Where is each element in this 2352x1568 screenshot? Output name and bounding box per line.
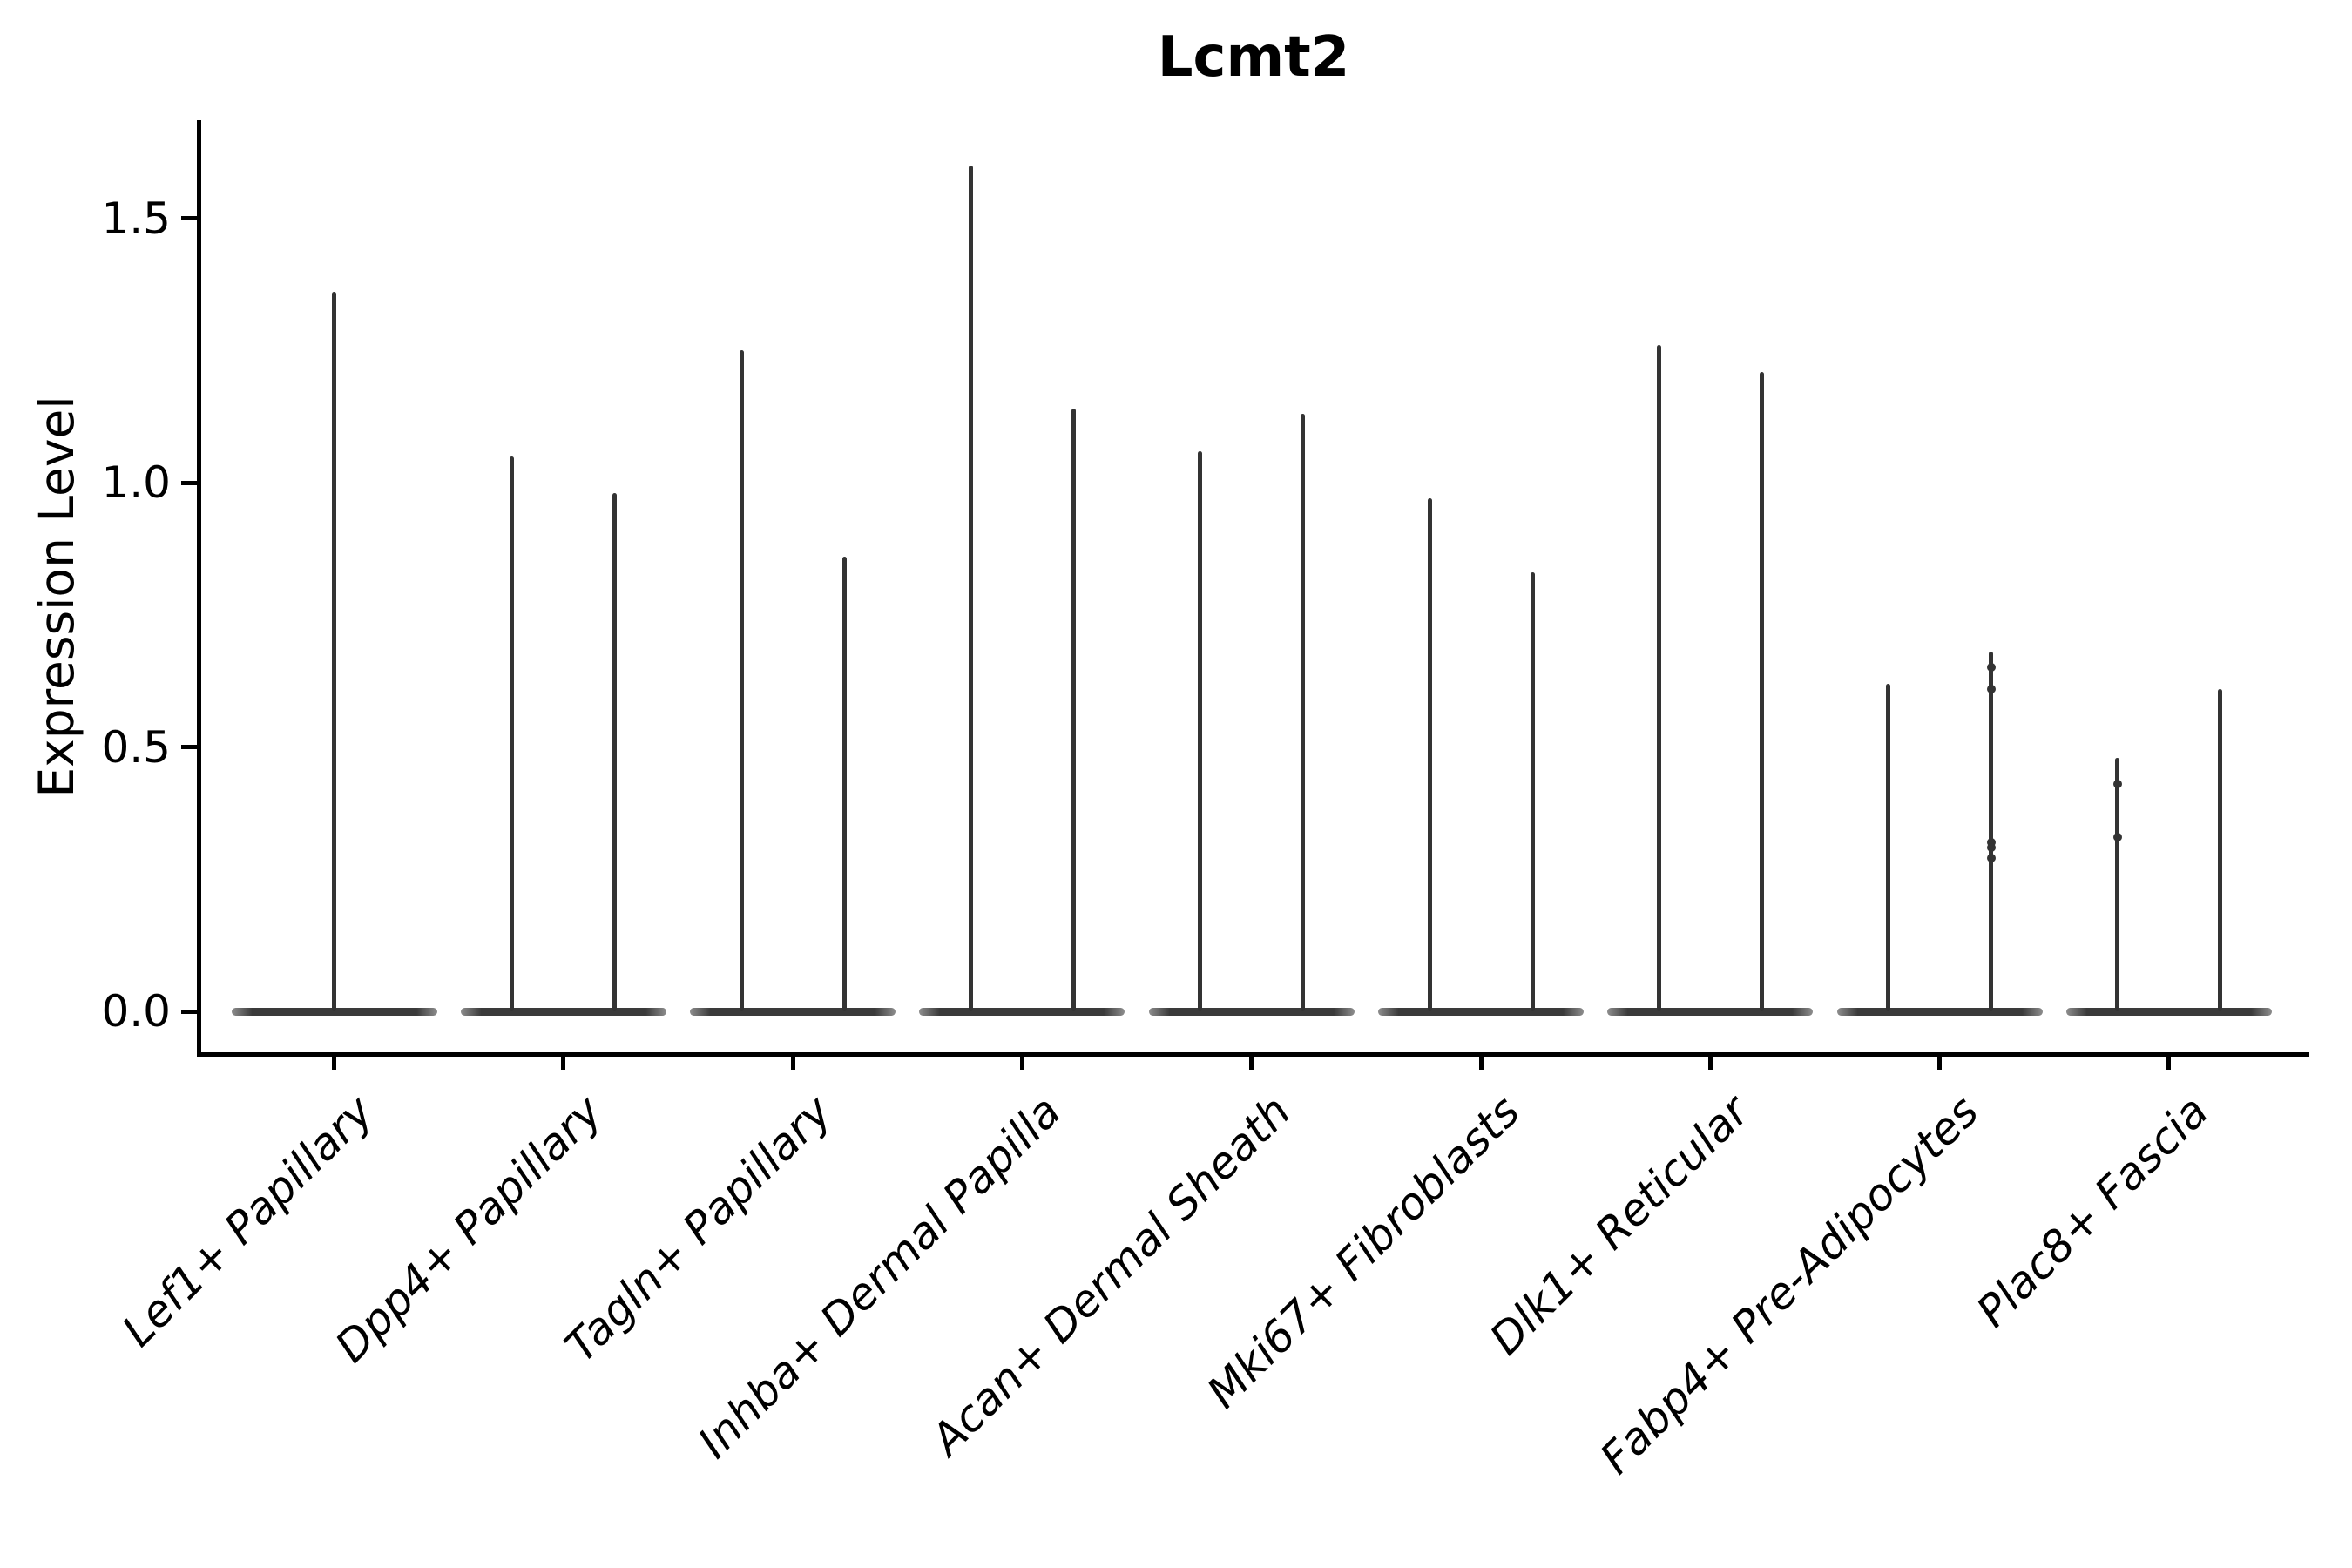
violin-spike xyxy=(968,165,973,1011)
x-tick-mark xyxy=(1249,1054,1254,1070)
x-tick-mark xyxy=(1019,1054,1024,1070)
violin-base xyxy=(1148,1007,1355,1016)
violin-base xyxy=(690,1007,896,1016)
cell-point xyxy=(1986,684,1996,693)
y-tick-mark xyxy=(180,1009,197,1014)
cell-point xyxy=(1986,853,1996,862)
cell-point xyxy=(1986,842,1996,852)
x-tick-label: Lef1+ Papillary xyxy=(112,1085,383,1356)
plot-title: Lcmt2 xyxy=(1157,25,1350,90)
y-tick-mark xyxy=(180,216,197,220)
violin-spike xyxy=(1530,572,1535,1011)
cell-point xyxy=(2112,832,2122,841)
violin-spike xyxy=(739,350,744,1011)
violin-spike xyxy=(510,456,515,1011)
y-tick-label: 0.0 xyxy=(101,986,171,1037)
violin-spike xyxy=(2115,757,2120,1011)
x-tick-mark xyxy=(561,1054,566,1070)
violin-base xyxy=(231,1007,437,1016)
cell-point xyxy=(1986,837,1996,847)
violin-spike xyxy=(332,292,336,1011)
x-tick-label: Fabp4+ Pre-Adipocytes xyxy=(1590,1085,1989,1484)
cell-point xyxy=(2112,779,2122,788)
violin-base xyxy=(1836,1007,2043,1016)
violin-base xyxy=(1607,1007,1814,1016)
violin-base xyxy=(919,1007,1125,1016)
violin-spike xyxy=(1301,414,1306,1011)
violin-spike xyxy=(841,556,847,1011)
violin-base xyxy=(2065,1007,2272,1016)
x-tick-mark xyxy=(1707,1054,1713,1070)
y-tick-label: 1.5 xyxy=(101,193,171,244)
violin-spike xyxy=(1989,652,1994,1011)
cell-point xyxy=(1986,663,1996,672)
y-tick-mark xyxy=(180,480,197,485)
violin-spike xyxy=(2218,688,2223,1011)
x-tick-mark xyxy=(790,1054,795,1070)
violin-base xyxy=(1378,1007,1584,1016)
x-tick-mark xyxy=(1937,1054,1943,1070)
violin-spike xyxy=(1198,450,1203,1011)
y-axis-spine xyxy=(196,120,201,1057)
violin-spike xyxy=(1886,683,1891,1011)
violin-spike xyxy=(1071,409,1076,1011)
violin-spike xyxy=(1759,371,1764,1011)
violin-spike xyxy=(1427,498,1432,1011)
y-tick-label: 1.0 xyxy=(101,457,171,508)
x-tick-label: Plac8+ Fascia xyxy=(1966,1085,2218,1337)
y-axis-label: Expression Level xyxy=(29,395,84,798)
violin-spike xyxy=(612,493,618,1011)
x-tick-label: Inhba+ Dermal Papilla xyxy=(688,1085,1071,1469)
x-tick-mark xyxy=(2166,1054,2172,1070)
x-tick-mark xyxy=(1478,1054,1484,1070)
y-tick-mark xyxy=(180,745,197,749)
x-tick-mark xyxy=(332,1054,336,1070)
violin-spike xyxy=(1656,345,1661,1011)
y-tick-label: 0.5 xyxy=(101,721,171,773)
violin-base xyxy=(460,1007,666,1016)
